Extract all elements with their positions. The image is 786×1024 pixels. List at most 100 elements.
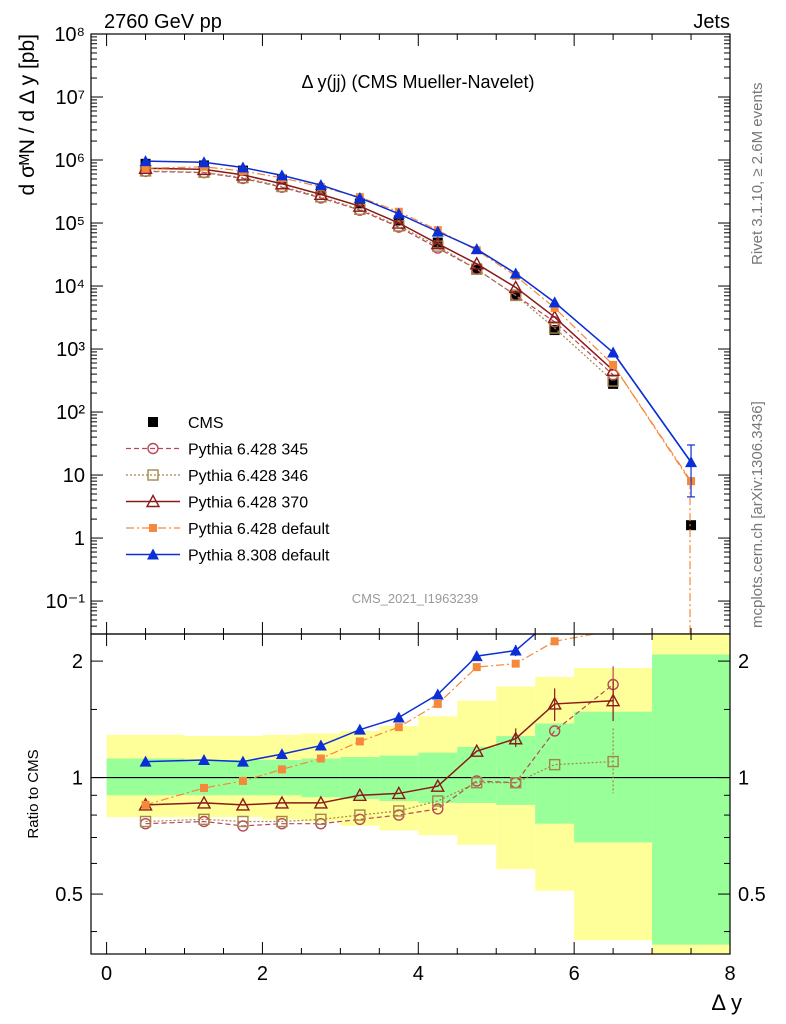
point-p8def-11 [607,587,619,598]
point-p6def-2 [238,776,247,785]
series-line-p6def [145,166,692,482]
mcplots-label: mcplots.cern.ch [arXiv:1306.3436] [749,401,766,628]
legend-marker-cms [148,417,158,427]
point-p8def-9 [509,267,522,279]
band-inner-9 [496,736,536,805]
point-p346-3 [276,815,288,828]
point-p6def-7 [433,699,442,708]
point-p370-3 [274,176,290,190]
energy-label: 2760 GeV pp [104,11,222,33]
point-p8def-6 [392,207,405,219]
point-p6def-5 [355,737,364,746]
legend: CMS Pythia 6.428 345 Pythia 6.428 346 Pythi… [126,415,330,565]
point-p6def-10 [550,637,559,646]
point-p370-5 [352,787,368,801]
ratio-ytick-label-0: 0.5 [55,884,83,906]
point-p8def-5 [353,723,366,735]
point-p8def-7 [431,225,444,237]
legend-label-p6def: Pythia 6.428 default [188,521,330,538]
main-plot-data [138,155,698,634]
point-p8def-1 [197,156,210,168]
legend-label-p346: Pythia 6.428 346 [188,468,308,485]
point-p6def-0 [141,164,150,173]
point-p8def-6 [392,711,405,723]
point-p8def-0 [139,155,152,167]
point-p370-5 [352,198,368,212]
point-p6def-10 [550,303,559,312]
point-p8def-11 [607,346,620,358]
legend-marker-p6def [149,524,157,532]
xtick-label-3: 6 [569,963,580,985]
point-p370-9 [508,279,523,294]
point-p370-7 [430,236,445,250]
xtick-label-1: 2 [257,963,268,985]
point-p8def-8 [470,650,483,662]
legend-label-p345: Pythia 6.428 345 [188,442,308,459]
main-ytick-label-9: 10⁸ [54,24,85,46]
point-p346-8 [471,776,483,789]
main-ytick-label-6: 10⁵ [54,213,85,235]
ratio-ytick-label-right-1: 1 [738,768,749,790]
ratio-ytick-label-2: 2 [72,651,83,673]
point-p8def-4 [314,739,327,751]
point-cms-11 [608,378,619,389]
point-p346-4 [315,813,327,826]
series-line-p370 [145,167,614,371]
ratio-uncertainty-bands [106,634,730,954]
point-p370-8 [469,743,484,757]
point-p6def-3 [277,765,286,774]
point-p370-8 [469,256,484,270]
point-p8def-2 [236,755,249,767]
point-p370-3 [274,795,290,809]
main-ytick-label-3: 10² [56,402,85,424]
point-p346-5 [354,809,366,821]
plot-title: Δ y(jj) (CMS Mueller-Navelet) [301,72,534,92]
ratio-plot-axes: 0.5 0.5 1 1 2 2 0 2 4 6 8 [55,633,766,985]
series-tail-p8def [612,352,692,463]
x-axis-label: Δ y [711,990,742,1015]
band-inner-12 [652,654,730,945]
series-line-p8def [145,634,537,763]
point-p370-7 [430,778,445,792]
legend-label-cms: CMS [188,415,224,432]
band-inner-8 [457,746,497,803]
series-line-p370 [145,699,614,806]
point-p6def-8 [472,663,481,672]
point-p346-7 [432,795,444,807]
band-inner-10 [535,723,575,824]
legend-label-p8def: Pythia 8.308 default [188,548,330,565]
point-p6def-0 [141,800,150,809]
xtick-label-2: 4 [413,963,424,985]
point-p370-4 [313,186,329,201]
point-cms-9 [510,289,521,300]
legend-marker-p346 [147,469,159,481]
main-ytick-label-2: 10 [63,465,85,487]
series-tail-p6def [612,364,691,482]
ratio-ytick-label-right-2: 2 [738,651,749,673]
main-ytick-label-7: 10⁶ [55,150,85,172]
point-p345-10 [548,725,561,737]
point-p370-1 [196,795,212,809]
main-ytick-label-4: 10³ [56,339,85,361]
main-plot-axes: 10⁻¹ 1 10 10² 10³ 10⁴ 10⁵ 10⁶ 10⁷ 10⁸ [46,24,731,635]
point-p346-6 [393,805,405,817]
series-line-p346 [145,170,614,382]
analysis-label: CMS_2021_I1963239 [352,591,479,606]
ratio-frame [90,633,731,955]
point-p346-9 [510,289,522,302]
point-p8def-0 [139,755,152,767]
point-p346-10 [548,322,561,334]
series-line-p6def [145,634,598,806]
point-p6def-6 [394,723,403,732]
point-p8def-10 [549,611,561,622]
point-p6def-9 [511,659,520,668]
point-p370-2 [235,797,251,811]
point-p346-10 [548,758,561,771]
point-p8def-5 [353,191,366,203]
legend-marker-p345 [147,442,159,455]
point-p8def-10 [548,296,561,308]
point-p8def-8 [470,243,483,255]
rivet-label: Rivet 3.1.10, ≥ 2.6M events [749,83,766,266]
point-cms-10 [549,325,560,336]
